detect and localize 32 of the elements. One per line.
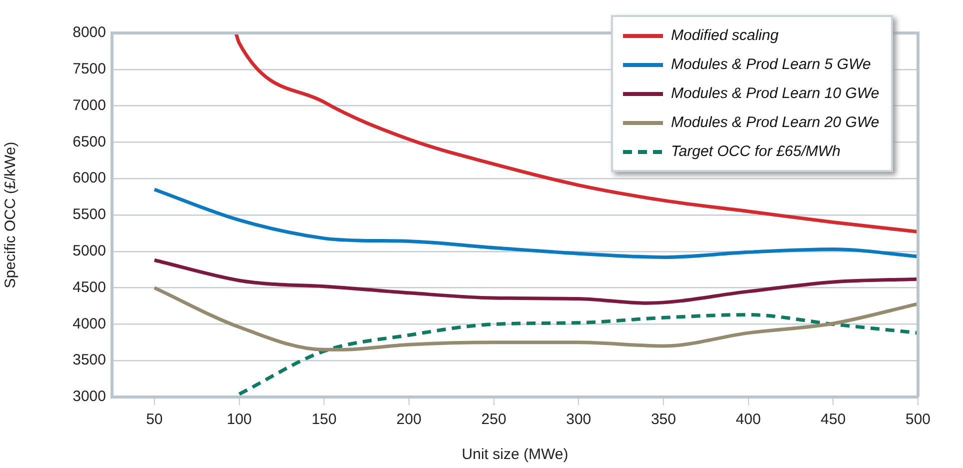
legend-label: Modules & Prod Learn 20 GWe (671, 114, 880, 131)
y-tick-label: 3500 (72, 352, 106, 369)
legend-label: Target OCC for £65/MWh (671, 143, 841, 160)
x-tick-label: 200 (396, 411, 422, 428)
y-axis-title: Specific OCC (£/kWe) (2, 142, 20, 288)
line-series (152, 258, 918, 305)
legend-label: Modules & Prod Learn 5 GWe (671, 56, 871, 73)
y-tick-label: 3000 (72, 388, 106, 406)
y-tick-label: 4500 (72, 278, 106, 296)
line-series (152, 286, 918, 352)
x-tick-label: 250 (481, 411, 506, 428)
y-tick-label: 6500 (72, 133, 106, 150)
y-tick-label: 4000 (72, 315, 106, 332)
x-tick-label: 100 (226, 411, 252, 428)
x-tick-label: 450 (820, 411, 846, 428)
x-axis-title: Unit size (MWe) (462, 446, 568, 464)
y-tick-label: 7500 (72, 60, 106, 78)
y-tick-label: 7000 (72, 96, 106, 114)
x-tick-label: 350 (650, 411, 676, 428)
x-tick-label: 300 (566, 411, 592, 428)
x-tick-label: 500 (905, 411, 931, 428)
line-series (152, 188, 918, 259)
y-tick-label: 5000 (72, 242, 106, 260)
y-tick-label: 6000 (72, 170, 106, 187)
y-tick-label: 5500 (72, 206, 106, 224)
legend-label: Modules & Prod Learn 10 GWe (671, 85, 880, 102)
x-tick-label: 400 (736, 411, 761, 428)
legend-label: Modified scaling (671, 27, 779, 44)
x-tick-label: 50 (146, 411, 163, 428)
x-tick-label: 150 (312, 411, 337, 428)
y-tick-label: 8000 (72, 24, 106, 42)
line-series (238, 312, 918, 396)
